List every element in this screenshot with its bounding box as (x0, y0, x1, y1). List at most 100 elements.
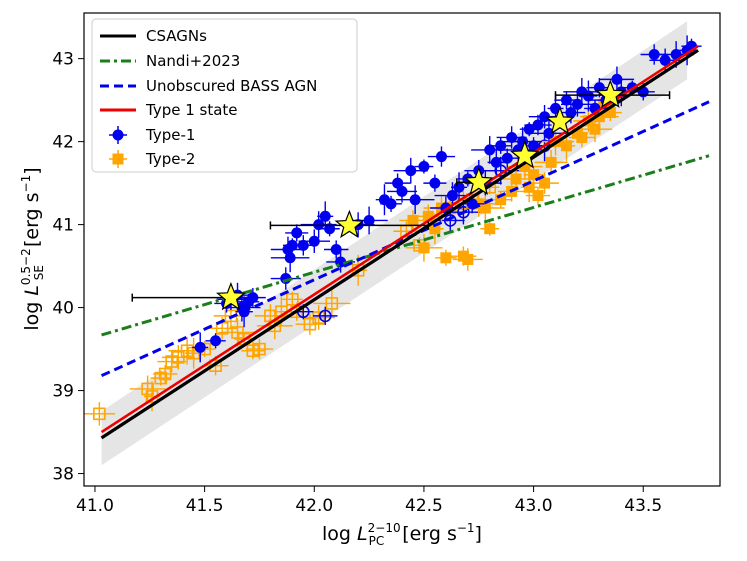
type1-point (487, 146, 506, 178)
type2-marker (510, 173, 522, 185)
type1-point (599, 66, 635, 93)
type2-point (399, 210, 427, 231)
type1-point (239, 287, 266, 308)
type1-marker (396, 185, 408, 197)
axes: 41.0 41.5 42.0 42.5 43.0 43.5 38 39 40 41 42 43 (52, 12, 721, 516)
x-tick-label: 43.0 (515, 496, 553, 516)
legend-label-csagns: CSAGNs (146, 27, 207, 45)
type1-marker (484, 144, 496, 156)
y-tick-label: 40 (52, 299, 74, 319)
type1-open-marker (318, 309, 332, 323)
type2-open-marker (253, 342, 266, 356)
type2-point (435, 249, 457, 266)
type2-marker (440, 252, 452, 264)
type2-open-marker (303, 317, 317, 331)
type2-open-point (84, 402, 116, 426)
type2-marker (604, 107, 616, 119)
type1-marker (523, 123, 535, 135)
type1-point (423, 174, 447, 192)
type1-point (414, 159, 434, 174)
y-axis-label: log L0.5−2SE [erg s−1] (19, 167, 46, 330)
type1-marker (659, 54, 671, 66)
type1-marker (453, 181, 465, 193)
y-tick-label: 41 (52, 216, 74, 236)
type1-marker (194, 341, 206, 353)
type1-marker (611, 73, 623, 85)
type1-marker (297, 239, 309, 251)
type1-marker (435, 151, 447, 163)
type2-open-marker (180, 344, 194, 358)
legend-label-nandi: Nandi+2023 (146, 52, 240, 70)
type1-marker (490, 156, 502, 168)
type2-open-point (245, 338, 274, 360)
legend-box (91, 18, 358, 173)
star-point (269, 209, 430, 239)
type2-open-point (218, 318, 257, 347)
type2-point (480, 221, 500, 236)
type2-open-marker (246, 344, 260, 358)
star-marker (334, 209, 365, 239)
type1-point (270, 243, 310, 273)
type1-marker (319, 210, 331, 222)
x-tick-label: 42.5 (405, 496, 443, 516)
type1-state-line (100, 45, 699, 434)
type1-marker (418, 161, 430, 173)
type1-point (380, 195, 402, 212)
type1-point (579, 80, 598, 112)
x-tick-label: 42.0 (295, 496, 333, 516)
type1-point (427, 146, 456, 167)
type2-point (530, 172, 559, 194)
type2-open-point (150, 370, 171, 386)
type2-marker (593, 111, 605, 123)
type1-marker (409, 194, 421, 206)
y-tick-label: 38 (52, 465, 74, 485)
star-point (545, 106, 575, 135)
type2-marker (528, 169, 540, 181)
type2-marker (519, 161, 531, 173)
type2-marker (479, 202, 491, 214)
type1-marker (210, 335, 222, 347)
type2-marker (495, 194, 507, 206)
type1-marker (284, 252, 296, 264)
star-point (456, 166, 494, 195)
type1-marker (528, 140, 540, 152)
legend-label-type1: Type-1 (145, 126, 195, 144)
type1-marker (330, 244, 342, 255)
type2-point (534, 150, 568, 175)
type2-open-point (313, 289, 351, 318)
type2-point (452, 248, 483, 271)
type1-marker (648, 48, 660, 60)
type1-marker (571, 98, 583, 110)
type1-marker (392, 177, 404, 189)
type1-point (205, 333, 226, 349)
type1-marker (495, 140, 507, 152)
type1-point (494, 148, 521, 168)
type1-marker (385, 198, 397, 210)
type1-marker (291, 227, 303, 239)
type2-open-point (302, 305, 336, 330)
legend-label-type1-state: Type 1 state (145, 101, 238, 119)
csagns-line (100, 49, 699, 440)
type2-open-marker (158, 367, 172, 381)
legend-marker-type2 (109, 150, 127, 168)
type2-open-point (152, 364, 178, 384)
x-axis-label: log L2−10 PC [erg s−1] (322, 521, 482, 548)
type1-open-marker (443, 214, 457, 227)
type2-point (500, 167, 532, 191)
plot-area (84, 21, 710, 466)
type1-open-point (313, 306, 338, 326)
type1-point (323, 240, 349, 259)
type2-marker (560, 140, 572, 152)
type2-point (489, 191, 513, 209)
star-marker (509, 140, 540, 169)
type1-marker (539, 111, 551, 123)
type2-marker (462, 253, 474, 265)
legend-label-bass: Unobscured BASS AGN (146, 77, 317, 95)
x-tick-label: 43.5 (624, 496, 662, 516)
type2-point (568, 127, 595, 148)
type1-point (524, 114, 552, 136)
type1-point (384, 173, 411, 193)
type2-open-marker (154, 371, 168, 385)
type2-marker (589, 123, 601, 135)
